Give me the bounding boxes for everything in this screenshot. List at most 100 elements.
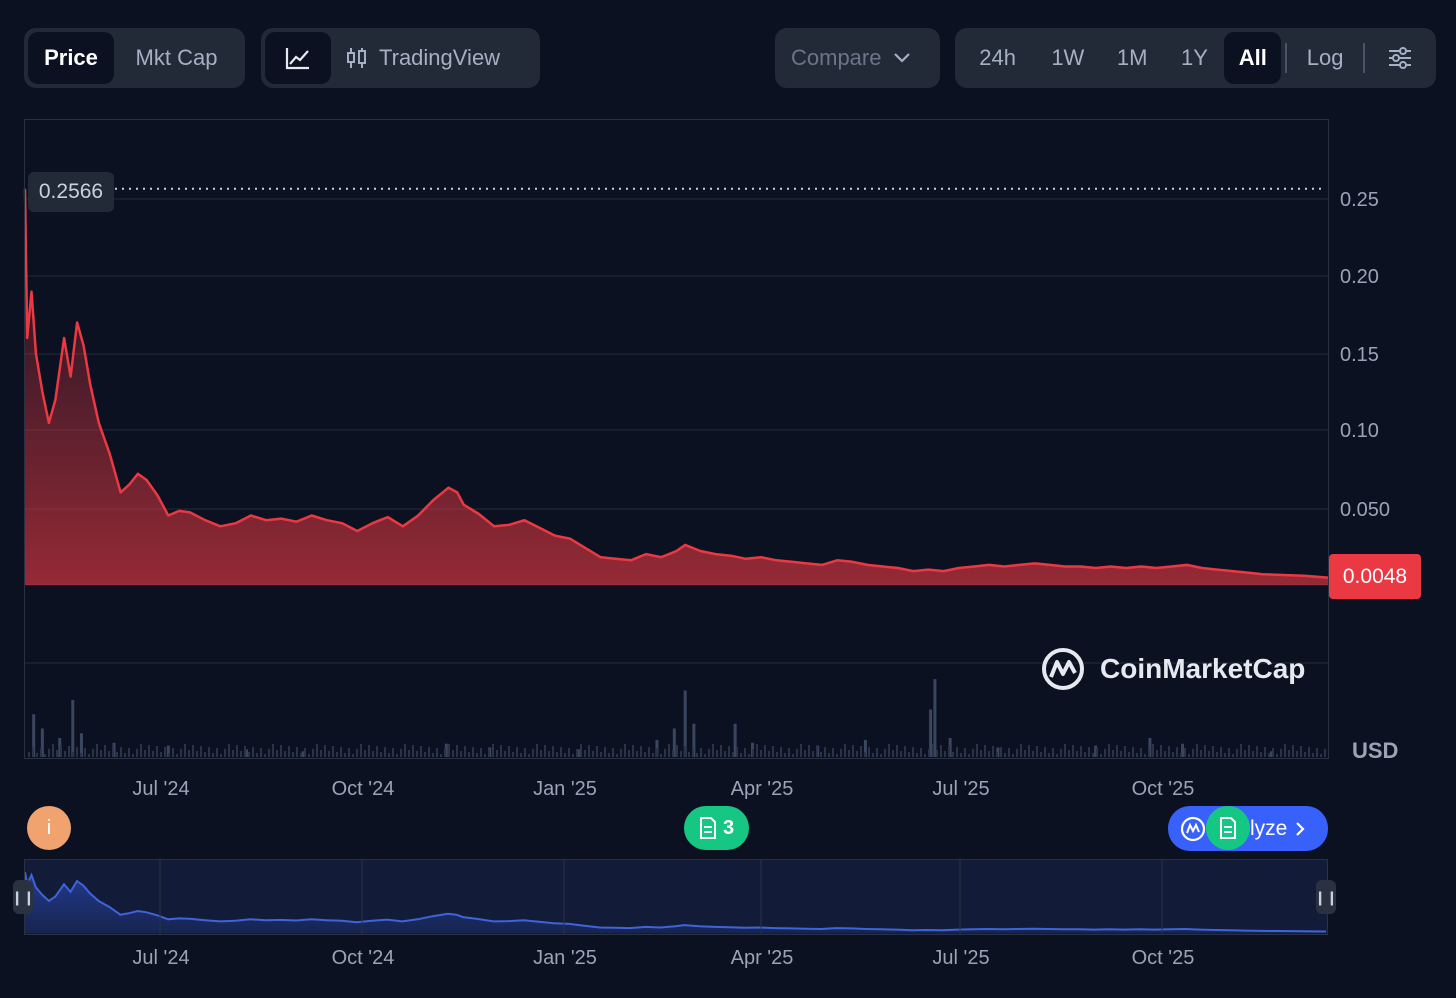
volume-bar xyxy=(68,746,70,757)
volume-bar xyxy=(28,752,30,757)
coinmarketcap-watermark: CoinMarketCap xyxy=(1040,646,1305,692)
volume-bar xyxy=(1172,752,1174,757)
volume-bar xyxy=(900,751,902,757)
x-tick-label: Jul '25 xyxy=(932,778,989,800)
volume-bar xyxy=(296,747,298,757)
volume-bar xyxy=(252,747,254,757)
volume-bar xyxy=(1252,751,1254,757)
range-1m[interactable]: 1M xyxy=(1116,45,1148,70)
volume-bar xyxy=(1292,745,1294,757)
volume-bar xyxy=(1020,744,1022,757)
volume-bar xyxy=(176,754,178,757)
navigator-area xyxy=(25,872,1326,933)
volume-bar xyxy=(780,747,782,757)
settings-button[interactable] xyxy=(1369,32,1432,84)
volume-bar xyxy=(660,754,662,757)
volume-bar xyxy=(256,753,258,757)
volume-bar xyxy=(520,753,522,757)
document-icon xyxy=(1219,817,1237,839)
tab-mkt-cap[interactable]: Mkt Cap xyxy=(135,45,218,70)
volume-bar xyxy=(696,753,698,757)
tradingview-button[interactable]: TradingView xyxy=(331,32,514,84)
range-all[interactable]: All xyxy=(1224,32,1282,84)
y-tick-label: 0.15 xyxy=(1340,344,1379,366)
volume-bar xyxy=(824,747,826,757)
volume-bar xyxy=(756,744,758,757)
volume-bar xyxy=(40,748,42,757)
volume-bar xyxy=(820,752,822,757)
tradingview-label: TradingView xyxy=(379,45,501,70)
volume-bar xyxy=(1032,751,1034,757)
range-navigator[interactable] xyxy=(24,859,1328,935)
log-toggle[interactable]: Log xyxy=(1306,45,1344,70)
volume-bar xyxy=(408,750,410,757)
volume-bar xyxy=(1100,754,1102,757)
volume-bar xyxy=(300,753,302,757)
volume-bar xyxy=(248,752,250,757)
volume-bar xyxy=(280,745,282,757)
volume-bar xyxy=(1188,754,1190,757)
volume-bar xyxy=(812,751,814,757)
range-1w[interactable]: 1W xyxy=(1051,45,1085,70)
volume-bar xyxy=(308,754,310,757)
info-event-pin[interactable]: i xyxy=(27,806,71,850)
volume-bar xyxy=(328,751,330,757)
volume-bar xyxy=(232,750,234,757)
volume-bar xyxy=(680,751,682,757)
range-1y[interactable]: 1Y xyxy=(1180,45,1208,70)
volume-bar xyxy=(688,752,690,757)
metric-toggle: Price Mkt Cap xyxy=(24,28,245,88)
volume-bar xyxy=(488,749,490,757)
volume-bar xyxy=(480,748,482,757)
volume-bar xyxy=(32,714,36,757)
volume-bar xyxy=(872,753,874,757)
volume-bar xyxy=(929,709,933,757)
volume-bar xyxy=(352,754,354,757)
volume-bar xyxy=(500,745,502,757)
volume-bar xyxy=(420,746,422,757)
tab-price[interactable]: Price xyxy=(28,32,114,84)
volume-bar xyxy=(148,745,150,757)
news-event-pin[interactable]: 3 xyxy=(684,806,749,850)
compare-dropdown[interactable]: Compare xyxy=(775,28,940,88)
volume-bar xyxy=(592,751,594,757)
range-24h[interactable]: 24h xyxy=(979,45,1016,70)
volume-bar xyxy=(364,750,366,757)
volume-bar xyxy=(220,754,222,757)
navigator-right-handle[interactable]: ❙❙ xyxy=(1314,880,1338,914)
volume-bar xyxy=(864,752,866,757)
volume-bar xyxy=(560,747,562,757)
volume-bar xyxy=(172,748,174,757)
volume-bar xyxy=(1068,750,1070,757)
volume-bar xyxy=(700,748,702,757)
volume-bar xyxy=(1220,747,1222,757)
line-chart-button[interactable] xyxy=(265,32,331,84)
volume-bar xyxy=(683,690,687,757)
navigator-left-handle[interactable]: ❙❙ xyxy=(11,880,35,914)
volume-bar xyxy=(1272,748,1274,757)
volume-bar xyxy=(740,753,742,757)
volume-bar xyxy=(1308,747,1310,757)
volume-bar xyxy=(1152,744,1154,757)
volume-bar xyxy=(724,751,726,757)
volume-bar xyxy=(168,753,170,757)
volume-bar xyxy=(1028,745,1030,757)
volume-bar xyxy=(424,752,426,757)
news-event-pin-2[interactable] xyxy=(1206,806,1250,850)
volume-bar xyxy=(980,750,982,757)
volume-bar xyxy=(484,754,486,757)
volume-bar xyxy=(92,749,94,757)
chart-type-toggle: TradingView xyxy=(261,28,540,88)
volume-bar xyxy=(940,745,942,757)
volume-bar xyxy=(324,745,326,757)
volume-bar xyxy=(964,748,966,757)
volume-bar xyxy=(1316,748,1318,757)
volume-bar xyxy=(552,746,554,757)
volume-bar xyxy=(676,745,678,757)
volume-bar xyxy=(84,748,86,757)
volume-bar xyxy=(760,750,762,757)
volume-bar xyxy=(140,744,142,757)
volume-bar xyxy=(1094,745,1098,757)
y-tick-label: 0.25 xyxy=(1340,189,1379,211)
